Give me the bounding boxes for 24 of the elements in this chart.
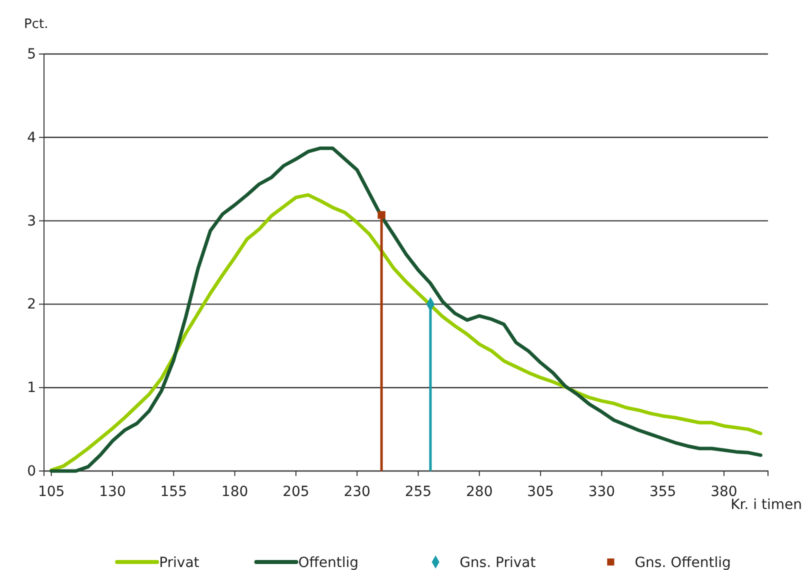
x-tick-label: 330 <box>588 484 616 500</box>
x-tick-label: 230 <box>344 484 370 500</box>
x-tick-label: 130 <box>99 484 126 500</box>
x-axis-title: Kr. i timen <box>730 497 802 513</box>
legend-label: Gns. Privat <box>460 554 536 570</box>
x-tick-label: 280 <box>466 484 493 500</box>
x-tick-label: 180 <box>221 484 248 500</box>
legend-label: Privat <box>159 554 200 570</box>
legend-label: Offentlig <box>298 554 359 570</box>
y-tick-label: 4 <box>27 130 36 146</box>
x-tick-label: 255 <box>404 484 432 500</box>
y-tick-label: 0 <box>27 463 36 480</box>
x-tick-label: 205 <box>282 484 310 500</box>
x-tick-label: 155 <box>160 484 187 500</box>
y-tick-label: 5 <box>27 46 36 62</box>
y-axis-title: Pct. <box>24 17 48 32</box>
legend-label: Gns. Offentlig <box>634 554 731 570</box>
x-tick-label: 380 <box>710 484 738 500</box>
y-tick-label: 3 <box>27 213 36 230</box>
y-tick-label: 1 <box>27 380 36 396</box>
y-tick-label: 2 <box>27 296 36 313</box>
x-tick-label: 305 <box>527 484 554 500</box>
x-tick-label: 355 <box>649 484 676 500</box>
x-tick-label: 105 <box>38 484 65 500</box>
